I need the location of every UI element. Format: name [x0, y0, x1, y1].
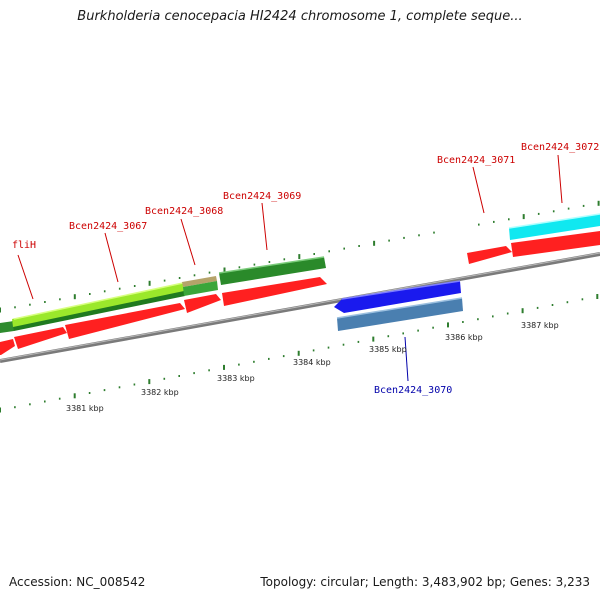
- cds-forward[interactable]: [222, 277, 327, 306]
- gene-label-3072[interactable]: Bcen2424_3072: [521, 142, 599, 153]
- cds-forward[interactable]: [0, 339, 15, 355]
- scale-label-3382: 3382 kbp: [141, 388, 179, 397]
- gene-highlight: [336, 297, 463, 319]
- leader-fliH: [17, 254, 34, 300]
- gene-feature-dark-green[interactable]: [0, 321, 14, 333]
- scale-label-3381: 3381 kbp: [66, 404, 104, 413]
- gene-feature-3068-tan[interactable]: [182, 276, 217, 287]
- gene-label-3069[interactable]: Bcen2424_3069: [223, 191, 301, 202]
- cds-forward[interactable]: [14, 327, 67, 349]
- cds-reverse-3070[interactable]: [334, 281, 461, 313]
- gene-highlight: [13, 282, 184, 320]
- chromosome-backbone-highlight: [0, 252, 600, 361]
- gene-feature-3068[interactable]: [183, 281, 218, 296]
- gene-label-3070[interactable]: Bcen2424_3070: [374, 385, 452, 396]
- gene-label-3067[interactable]: Bcen2424_3067: [69, 221, 147, 232]
- chromosome-backbone: [0, 252, 600, 363]
- gene-highlight: [341, 280, 461, 300]
- scale-label-3386: 3386 kbp: [445, 333, 483, 342]
- accession-text: Accession: NC_008542: [9, 575, 146, 589]
- gene-label-fliH[interactable]: fliH: [12, 240, 36, 251]
- topology-summary: Topology: circular; Length: 3,483,902 bp…: [260, 575, 590, 589]
- scale-label-3383: 3383 kbp: [217, 374, 255, 383]
- cds-forward[interactable]: [184, 294, 221, 313]
- map-title: Burkholderia cenocepacia HI2424 chromoso…: [77, 9, 523, 24]
- gene-label-3071[interactable]: Bcen2424_3071: [437, 155, 515, 166]
- cds-forward[interactable]: [65, 303, 185, 339]
- leader-3069: [261, 202, 268, 251]
- leader-3068: [180, 218, 196, 266]
- gene-highlight: [218, 256, 325, 274]
- gene-highlight: [508, 213, 600, 229]
- label-leaders: [17, 154, 563, 382]
- gene-feature-steelblue[interactable]: [337, 298, 463, 331]
- leader-3071: [472, 166, 485, 214]
- gene-feature-3069[interactable]: [219, 257, 326, 285]
- scale-label-3385: 3385 kbp: [369, 345, 407, 354]
- cds-forward[interactable]: [511, 231, 600, 257]
- scale-label-3387: 3387 kbp: [521, 321, 559, 330]
- gene-label-3068[interactable]: Bcen2424_3068: [145, 206, 223, 217]
- leader-3070: [404, 336, 409, 382]
- gene-feature-3067[interactable]: [12, 283, 184, 327]
- outer-tick-track: [0, 200, 600, 313]
- leader-3067: [104, 232, 119, 283]
- cds-forward[interactable]: [467, 246, 512, 264]
- scale-label-3384: 3384 kbp: [293, 358, 331, 367]
- inner-tick-track: [0, 294, 599, 413]
- leader-3072: [557, 154, 563, 204]
- gene-feature-3072[interactable]: [509, 214, 600, 240]
